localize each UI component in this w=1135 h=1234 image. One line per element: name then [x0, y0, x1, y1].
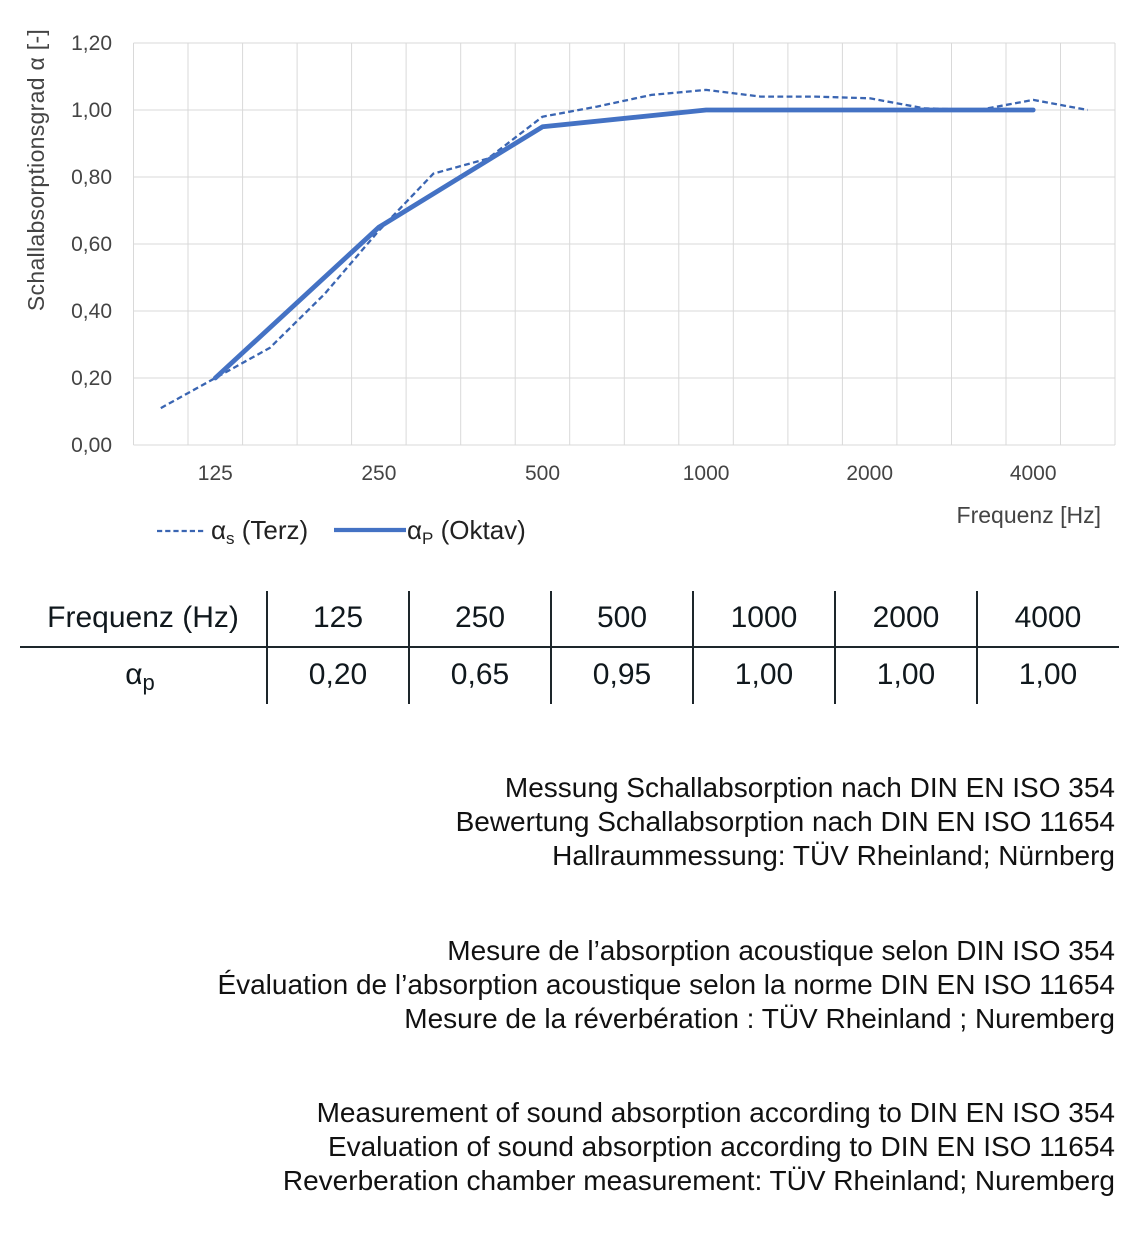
svg-text:αs (Terz): αs (Terz) [211, 515, 308, 548]
svg-text:0,60: 0,60 [71, 233, 112, 256]
svg-text:Schallabsorptionsgrad α [-]: Schallabsorptionsgrad α [-] [23, 29, 49, 311]
svg-text:4000: 4000 [1010, 462, 1057, 485]
svg-text:1000: 1000 [683, 462, 730, 485]
svg-text:0,40: 0,40 [71, 300, 112, 323]
svg-text:0,00: 0,00 [71, 434, 112, 457]
svg-text:1,00: 1,00 [71, 99, 112, 122]
svg-text:125: 125 [198, 462, 233, 485]
svg-text:αP (Oktav): αP (Oktav) [407, 515, 526, 548]
svg-text:2000: 2000 [846, 462, 893, 485]
svg-text:1,20: 1,20 [71, 32, 112, 55]
svg-text:0,20: 0,20 [71, 367, 112, 390]
svg-text:0,80: 0,80 [71, 166, 112, 189]
svg-text:250: 250 [361, 462, 396, 485]
svg-text:Frequenz [Hz]: Frequenz [Hz] [957, 502, 1101, 528]
svg-text:500: 500 [525, 462, 560, 485]
